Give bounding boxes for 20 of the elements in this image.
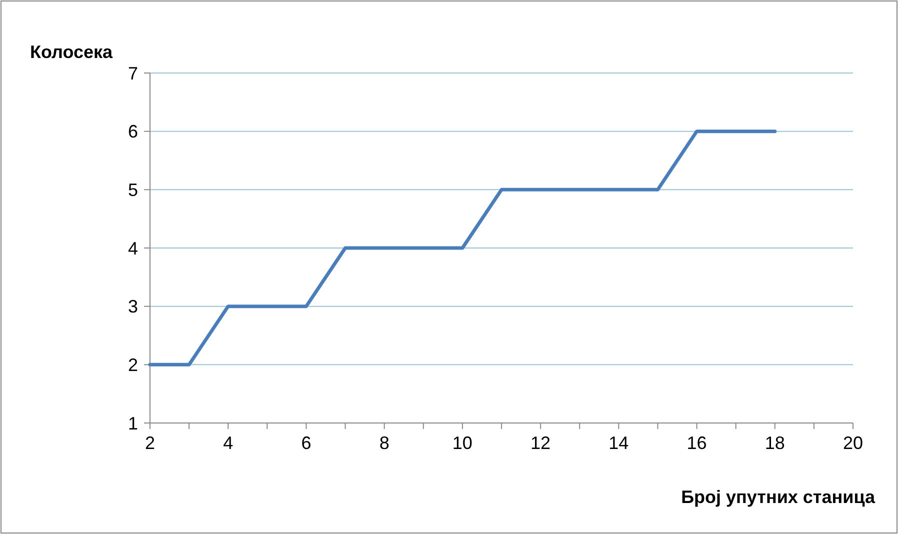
x-axis-title: Број упутних станица bbox=[681, 487, 876, 507]
x-tick-label: 20 bbox=[842, 433, 864, 453]
x-tick-label: 8 bbox=[379, 433, 390, 453]
x-tick-label: 4 bbox=[223, 433, 234, 453]
x-tick-label: 10 bbox=[452, 433, 472, 453]
y-tick-label: 7 bbox=[128, 63, 138, 84]
x-tick-label: 2 bbox=[144, 433, 156, 453]
x-tick-label: 18 bbox=[764, 433, 785, 453]
x-tick-label: 14 bbox=[608, 433, 629, 453]
x-tick-label: 16 bbox=[686, 433, 707, 453]
y-tick-label: 1 bbox=[128, 413, 138, 434]
y-tick-label: 4 bbox=[128, 238, 138, 258]
y-tick-label: 5 bbox=[128, 180, 138, 200]
y-axis-title: Колосека bbox=[30, 42, 114, 62]
x-tick-label: 6 bbox=[301, 433, 312, 453]
x-tick-label: 12 bbox=[530, 433, 551, 453]
line-series bbox=[148, 130, 777, 366]
y-tick-label: 3 bbox=[128, 296, 138, 317]
y-tick-label: 6 bbox=[128, 122, 138, 142]
y-tick-label: 2 bbox=[128, 354, 138, 375]
